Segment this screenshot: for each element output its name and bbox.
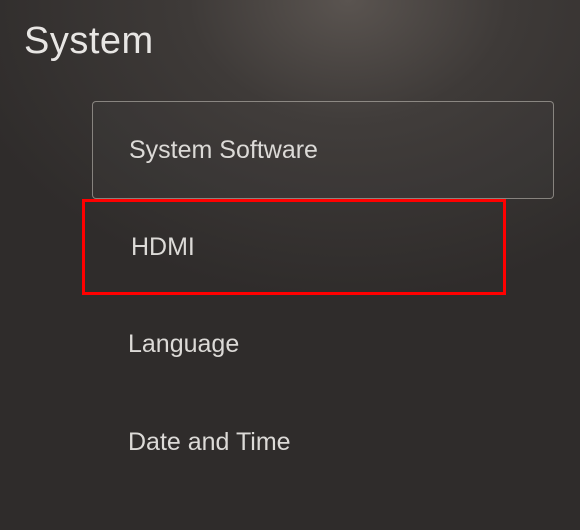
menu-item-hdmi[interactable]: HDMI bbox=[82, 199, 506, 295]
menu-item-date-and-time[interactable]: Date and Time bbox=[92, 393, 554, 491]
menu-item-label: System Software bbox=[129, 136, 318, 165]
settings-menu-list: System Software HDMI Language Date and T… bbox=[0, 101, 580, 491]
menu-item-label: Date and Time bbox=[128, 428, 291, 457]
page-title: System bbox=[0, 0, 580, 63]
menu-item-label: Language bbox=[128, 330, 239, 359]
menu-item-language[interactable]: Language bbox=[92, 295, 554, 393]
menu-item-label: HDMI bbox=[131, 233, 195, 262]
menu-item-system-software[interactable]: System Software bbox=[92, 101, 554, 199]
